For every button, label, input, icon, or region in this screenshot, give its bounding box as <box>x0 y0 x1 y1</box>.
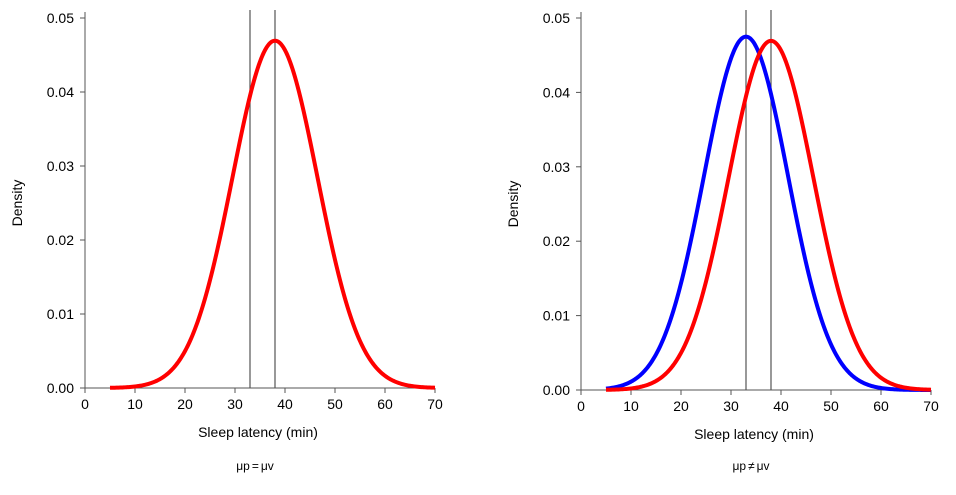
x-tick-label: 70 <box>923 398 939 414</box>
blue-density-curve <box>605 34 932 392</box>
y-axis-title: Density <box>9 180 25 227</box>
x-tick-label: 30 <box>723 398 739 414</box>
y-tick-label: 0.02 <box>543 233 570 249</box>
y-tick-label: 0.05 <box>543 10 570 26</box>
y-tick-label: 0.04 <box>47 84 74 100</box>
caption-operator: ≠ <box>748 459 755 473</box>
y-tick-label: 0.03 <box>543 159 570 175</box>
caption-right: μv <box>757 459 770 473</box>
x-axis-title: Sleep latency (min) <box>198 424 318 440</box>
caption-operator: = <box>252 459 259 473</box>
y-tick-label: 0.00 <box>47 380 74 396</box>
x-tick-label: 60 <box>377 396 393 412</box>
x-tick-label: 20 <box>177 396 193 412</box>
panel-caption: μp = μv <box>236 459 274 473</box>
x-tick-label: 60 <box>873 398 889 414</box>
caption-left: μp <box>236 459 250 473</box>
panel-caption: μp ≠ μv <box>732 459 769 473</box>
x-tick-label: 50 <box>823 398 839 414</box>
x-tick-label: 70 <box>427 396 443 412</box>
y-tick-label: 0.04 <box>543 84 570 100</box>
y-tick-label: 0.01 <box>47 306 74 322</box>
x-axis-title: Sleep latency (min) <box>694 426 814 442</box>
panel-right: 0 10 20 30 40 50 60 70 0.00 0.01 0.02 0.03 0.04 0.05 S… <box>505 10 939 473</box>
x-tick-label: 40 <box>277 396 293 412</box>
red-density-curve <box>109 38 436 390</box>
x-tick-label: 10 <box>623 398 639 414</box>
x-tick-label: 30 <box>227 396 243 412</box>
y-tick-label: 0.05 <box>47 10 74 26</box>
y-axis-title: Density <box>505 181 521 228</box>
y-tick-label: 0.00 <box>543 382 570 398</box>
panel-left: 0 10 20 30 40 50 60 70 0.00 0.01 0.02 0.03 0.04 0.05 S… <box>9 10 443 473</box>
caption-left: μp <box>732 459 746 473</box>
x-tick-label: 10 <box>127 396 143 412</box>
red-density-curve <box>605 38 932 392</box>
x-tick-label: 50 <box>327 396 343 412</box>
x-tick-label: 0 <box>81 396 89 412</box>
x-tick-label: 0 <box>577 398 585 414</box>
y-tick-label: 0.01 <box>543 308 570 324</box>
caption-right: μv <box>261 459 274 473</box>
x-tick-label: 40 <box>773 398 789 414</box>
y-tick-label: 0.02 <box>47 232 74 248</box>
y-tick-label: 0.03 <box>47 158 74 174</box>
x-tick-label: 20 <box>673 398 689 414</box>
